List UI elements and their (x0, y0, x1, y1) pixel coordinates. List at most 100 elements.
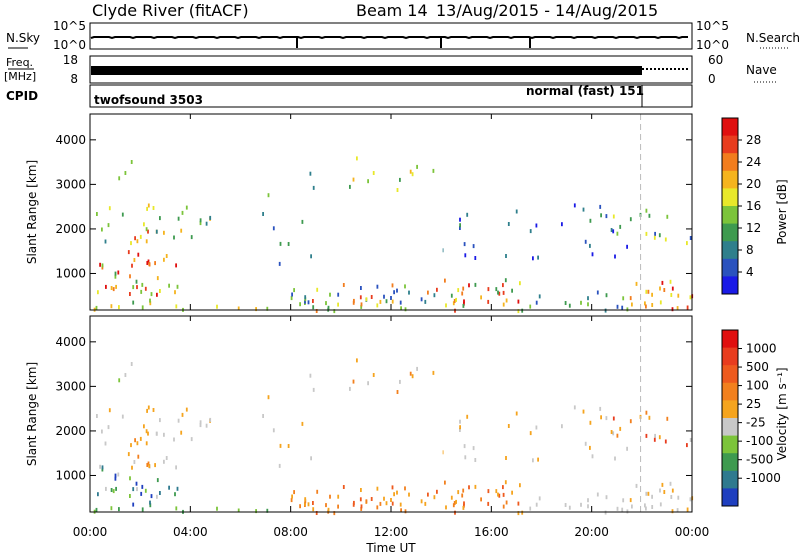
echo-cell (619, 426, 622, 431)
echo-cell (519, 281, 521, 286)
echo-cell (604, 510, 607, 515)
cpid-label: CPID (6, 89, 38, 103)
echo-cell (599, 406, 602, 411)
echo-cell (159, 289, 161, 293)
echo-cell (107, 425, 110, 430)
echo-cell (146, 408, 148, 413)
colorbar-tick-label: 100 (746, 379, 769, 393)
echo-cell (610, 430, 613, 434)
colorbar-tick-label: -25 (746, 416, 766, 430)
echo-cell (596, 492, 599, 497)
echo-cell (427, 290, 429, 295)
echo-cell (535, 425, 538, 430)
echo-cell (621, 305, 624, 310)
echo-cell (535, 300, 538, 305)
echo-cell (596, 290, 599, 295)
echo-cell (147, 405, 150, 410)
echo-cell (163, 432, 165, 437)
cpid-frame (89, 84, 693, 108)
echo-cell (584, 441, 587, 446)
y-tick-label: 3000 (55, 177, 86, 191)
echo-cell (461, 493, 464, 498)
nave-tick-top: 60 (708, 53, 723, 67)
echo-cell (133, 258, 136, 262)
echo-cell (600, 415, 602, 420)
echo-cell (118, 378, 121, 383)
echo-cell (645, 208, 648, 213)
echo-cell (653, 235, 656, 240)
echo-cell (670, 293, 673, 297)
echo-cell (463, 503, 465, 508)
echo-cell (497, 290, 499, 295)
echo-cell (644, 503, 646, 508)
y-tick-label: 1000 (55, 468, 86, 482)
y-tick-label: 1000 (55, 266, 86, 280)
colorbar-swatch (722, 223, 738, 242)
echo-cell (444, 278, 446, 283)
echo-cell (290, 498, 293, 503)
power-frame (89, 113, 693, 311)
echo-cell (337, 504, 339, 509)
echo-cell (135, 279, 138, 284)
echo-cell (416, 366, 418, 371)
echo-cell (390, 296, 392, 300)
echo-cell (115, 284, 117, 289)
colorbar-swatch (722, 453, 738, 472)
echo-cell (474, 282, 477, 287)
echo-cell (564, 503, 567, 507)
data-gap (439, 114, 443, 310)
echo-cell (262, 414, 264, 418)
echo-cell (459, 217, 461, 222)
echo-cell (568, 303, 571, 308)
echo-cell (689, 295, 692, 300)
echo-cell (155, 229, 158, 234)
echo-cell (663, 288, 666, 292)
colorbar-swatch (722, 188, 738, 207)
y-tick-label: 2000 (55, 222, 86, 236)
echo-cell (645, 304, 647, 309)
echo-cell (502, 492, 505, 497)
echo-cell (651, 292, 653, 297)
power-cbar-label: Power [dB] (775, 179, 789, 244)
echo-cell (145, 441, 148, 446)
echo-cell (129, 476, 131, 481)
echo-cell (159, 216, 161, 221)
echo-cell (168, 485, 170, 490)
echo-cell (561, 222, 563, 227)
echo-cell (132, 502, 135, 507)
echo-cell (342, 283, 345, 287)
echo-cell (647, 289, 650, 294)
echo-cell (124, 373, 127, 377)
echo-cell (635, 483, 638, 488)
echo-cell (139, 234, 142, 239)
echo-cell (573, 203, 576, 208)
nsky-label: N.Sky (6, 31, 40, 45)
colorbar-swatch (722, 365, 738, 384)
echo-cell (199, 420, 202, 425)
echo-cell (614, 456, 616, 461)
data-gap (526, 114, 530, 310)
nave-label: Nave (746, 63, 777, 77)
echo-cell (199, 423, 202, 428)
echo-cell (532, 256, 534, 261)
echo-cell (658, 435, 661, 440)
echo-cell (424, 501, 427, 506)
echo-cell (349, 184, 351, 189)
echo-cell (175, 506, 178, 511)
echo-cell (112, 287, 115, 292)
echo-cell (480, 295, 482, 300)
echo-cell (360, 286, 362, 290)
echo-cell (651, 505, 654, 509)
echo-cell (137, 252, 140, 257)
echo-cell (487, 501, 490, 506)
velocity-colorbar: 1000 500 100 25 -25 -100 -500 -1000 (721, 329, 781, 507)
echo-cell (689, 497, 692, 502)
echo-cell (312, 507, 315, 512)
nsky-tick-top: 10^5 (53, 19, 86, 33)
echo-cell (408, 492, 410, 497)
echo-cell (587, 296, 589, 301)
echo-cell (360, 504, 363, 509)
colorbar-frame (721, 329, 739, 507)
y-tick-label: 4000 (55, 335, 86, 349)
